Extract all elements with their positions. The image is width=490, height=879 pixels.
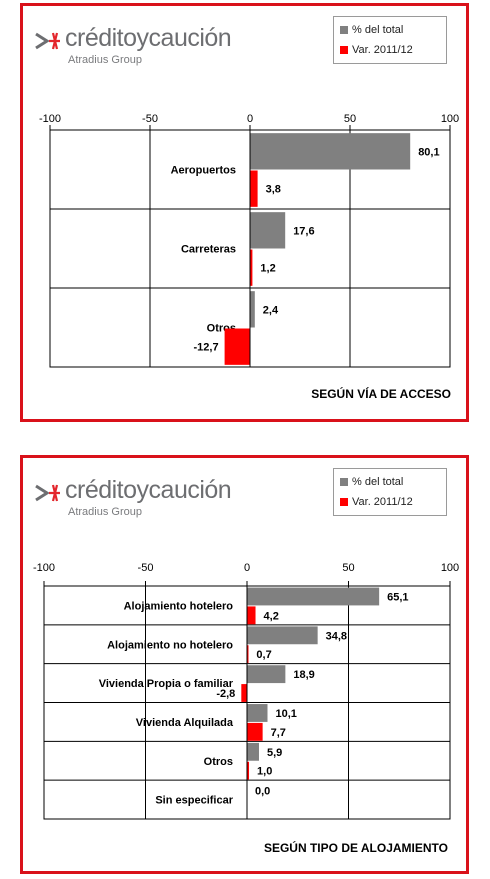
data-label-variation: 3,8: [266, 184, 281, 196]
category-label: Alojamiento hotelero: [124, 600, 234, 612]
chart-title: SEGÚN VÍA DE ACCESO: [311, 386, 451, 401]
category-label: Vivienda Propia o familiar: [99, 678, 234, 690]
chart-title: SEGÚN TIPO DE ALOJAMIENTO: [264, 840, 448, 855]
legend-swatch-gray: [340, 478, 348, 486]
brand-name: créditoycaución: [65, 24, 232, 52]
bar-variation: [224, 328, 250, 365]
bar-total: [247, 626, 318, 645]
data-label-variation: -2,8: [216, 688, 235, 700]
x-tick-label: 100: [441, 562, 459, 574]
brand-logo: créditoycaución Atradius Group: [35, 24, 265, 80]
data-label-total: 5,9: [267, 747, 282, 759]
brand-name: créditoycaución: [65, 476, 232, 504]
bar-total: [247, 742, 259, 761]
x-tick-label: 50: [342, 562, 354, 574]
chart-legend: % del total Var. 2011/12: [333, 468, 447, 516]
bar-total: [250, 291, 255, 328]
bar-total: [247, 704, 268, 722]
data-label-total: 18,9: [293, 669, 314, 681]
brand-logo: créditoycaución Atradius Group: [35, 476, 265, 532]
brand-subtitle: Atradius Group: [68, 54, 142, 66]
data-label-total: 65,1: [387, 591, 408, 603]
bar-variation: [247, 606, 256, 625]
bar-variation: [241, 684, 247, 702]
bar-variation: [250, 170, 258, 207]
bar-total: [247, 665, 286, 684]
legend-item-var: Var. 2011/12: [340, 43, 413, 57]
legend-label: % del total: [352, 476, 404, 488]
bar-variation: [247, 761, 250, 780]
brand-subtitle: Atradius Group: [68, 506, 142, 518]
bar-variation: [247, 645, 249, 664]
brand-mark-icon: [35, 484, 60, 502]
data-label-total: 34,8: [326, 630, 347, 642]
category-label: Vivienda Alquilada: [136, 717, 234, 729]
x-tick-label: 0: [247, 113, 253, 125]
legend-label: Var. 2011/12: [352, 44, 413, 56]
category-label: Alojamiento no hotelero: [107, 639, 233, 651]
data-label-variation: -12,7: [194, 342, 219, 354]
bar-total: [250, 212, 286, 249]
data-label-variation: 1,2: [260, 263, 275, 275]
data-label-total: 2,4: [263, 304, 279, 316]
legend-swatch-red: [340, 46, 348, 54]
data-label-variation: 7,7: [271, 727, 286, 739]
data-label-total: 80,1: [418, 146, 439, 158]
category-label: Carreteras: [181, 244, 236, 256]
category-label: Sin especificar: [155, 795, 233, 807]
legend-label: % del total: [352, 24, 404, 36]
category-label: Otros: [204, 756, 233, 768]
legend-swatch-red: [340, 498, 348, 506]
x-tick-label: -50: [142, 113, 158, 125]
chart-panel-tipo-alojamiento: créditoycaución Atradius Group % del tot…: [20, 455, 469, 874]
x-tick-label: -50: [138, 562, 154, 574]
bar-total: [250, 133, 411, 170]
bar-chart-tipo-alojamiento: -100 -50 0 50 100 Alojamiento hotelero 65,1 4,2…: [33, 562, 459, 855]
x-tick-label: -100: [39, 113, 61, 125]
data-label-total: 17,6: [293, 225, 314, 237]
brand-mark-icon: [35, 32, 60, 50]
bar-total: [247, 587, 380, 606]
data-label-total: 0,0: [255, 786, 270, 798]
bar-variation: [247, 722, 263, 741]
data-label-total: 10,1: [276, 708, 297, 720]
data-label-variation: 0,7: [256, 649, 271, 661]
legend-item-total: % del total: [340, 23, 403, 37]
legend-swatch-gray: [340, 26, 348, 34]
x-tick-label: 100: [441, 113, 459, 125]
legend-item-var: Var. 2011/12: [340, 495, 413, 509]
x-tick-label: -100: [33, 562, 55, 574]
chart-legend: % del total Var. 2011/12: [333, 16, 447, 64]
category-label: Aeropuertos: [171, 165, 236, 177]
data-label-variation: 1,0: [257, 766, 272, 778]
legend-item-total: % del total: [340, 475, 403, 489]
bar-chart-via-acceso: -100 -50 0 50 100 Aeropuertos 80,1 3,8 Carretera…: [39, 113, 459, 401]
x-tick-label: 50: [344, 113, 356, 125]
data-label-variation: 4,2: [264, 610, 279, 622]
x-tick-label: 0: [244, 562, 250, 574]
legend-label: Var. 2011/12: [352, 496, 413, 508]
bar-variation: [250, 249, 253, 286]
chart-panel-via-acceso: créditoycaución Atradius Group % del tot…: [20, 3, 469, 422]
